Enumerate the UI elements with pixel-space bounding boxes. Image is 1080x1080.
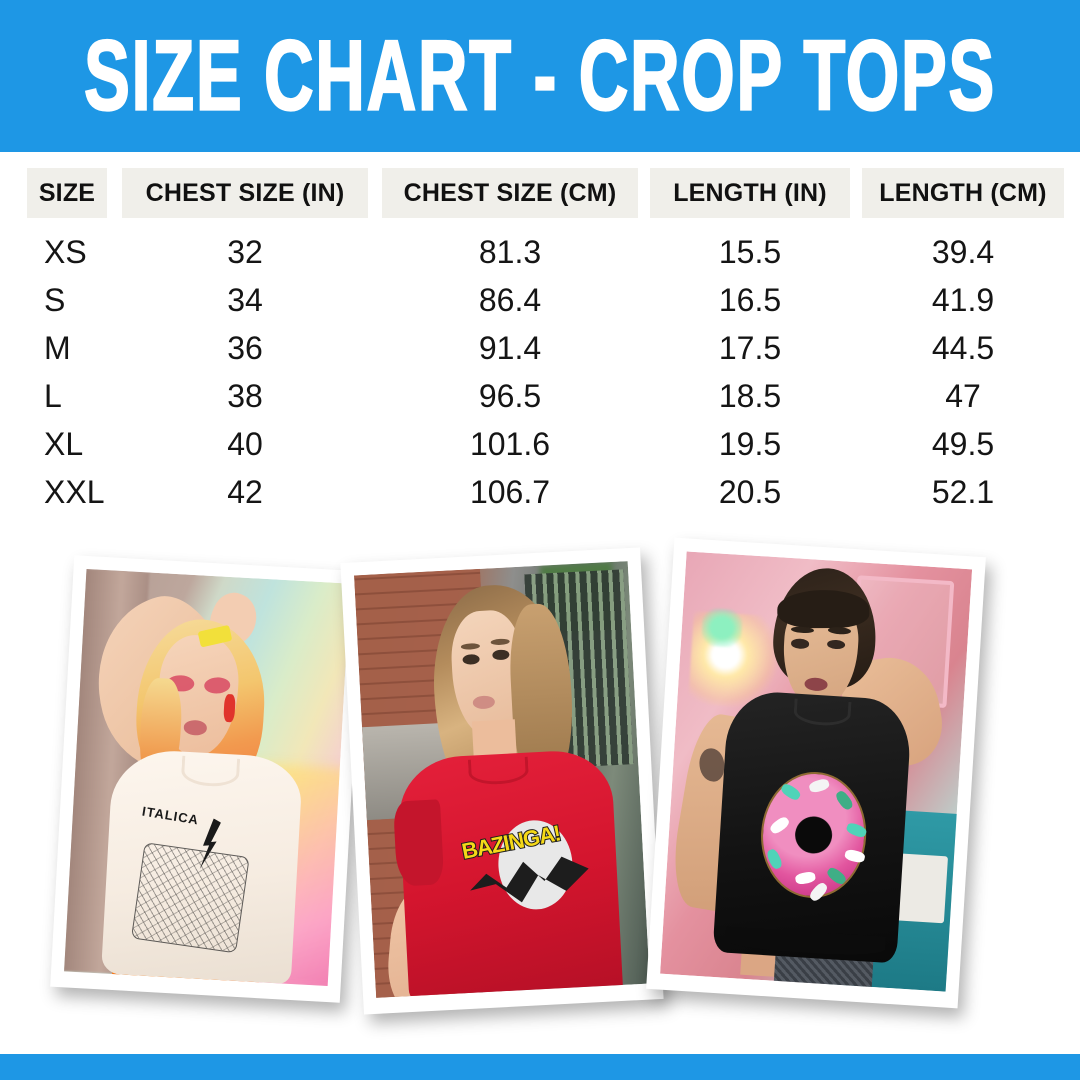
model-bangs bbox=[777, 589, 870, 629]
size-chart-table: SIZE CHEST SIZE (IN) CHEST SIZE (CM) LEN… bbox=[0, 168, 1080, 516]
model-eye-left bbox=[462, 653, 480, 665]
cell-size: M bbox=[44, 329, 71, 366]
cell-chest-in: 36 bbox=[227, 329, 263, 366]
cell-chest-in: 42 bbox=[227, 473, 263, 510]
cell-length-in: 19.5 bbox=[718, 425, 782, 462]
column-header-size: SIZE bbox=[27, 168, 107, 218]
column-header-length-in: LENGTH (IN) bbox=[650, 168, 850, 218]
cell-chest-in: 38 bbox=[227, 377, 263, 414]
cell-chest-cm: 106.7 bbox=[469, 473, 551, 510]
cell-length-cm: 52.1 bbox=[931, 473, 995, 510]
neon-sign-green bbox=[700, 607, 744, 649]
table-row: XXL 42 106.7 20.5 52.1 bbox=[0, 468, 1080, 516]
cell-length-cm: 49.5 bbox=[931, 425, 995, 462]
table-body: XS 32 81.3 15.5 39.4 S 34 86.4 16.5 41.9… bbox=[0, 228, 1080, 516]
cell-length-in: 15.5 bbox=[718, 233, 782, 270]
photo-card-donut bbox=[646, 537, 986, 1009]
cell-length-cm: 47 bbox=[945, 377, 981, 414]
cell-chest-cm: 101.6 bbox=[469, 425, 551, 462]
cell-length-in: 18.5 bbox=[718, 377, 782, 414]
cell-chest-cm: 86.4 bbox=[478, 281, 542, 318]
cell-chest-in: 32 bbox=[227, 233, 263, 270]
cell-size: L bbox=[44, 377, 62, 414]
cell-chest-cm: 91.4 bbox=[478, 329, 542, 366]
cell-length-in: 17.5 bbox=[718, 329, 782, 366]
model-eye-left bbox=[790, 638, 810, 649]
column-header-length-cm: LENGTH (CM) bbox=[862, 168, 1064, 218]
model-lips bbox=[183, 719, 208, 736]
table-header-row: SIZE CHEST SIZE (IN) CHEST SIZE (CM) LEN… bbox=[0, 168, 1080, 218]
table-row: XS 32 81.3 15.5 39.4 bbox=[0, 228, 1080, 276]
cell-length-cm: 41.9 bbox=[931, 281, 995, 318]
photo-italica-crop-top: ITALICA bbox=[64, 568, 351, 987]
photo-collage: ITALICA BAZIN bbox=[0, 537, 1080, 1045]
top-banner: SIZE CHART - CROP TOPS bbox=[0, 0, 1080, 152]
cell-chest-in: 40 bbox=[227, 425, 263, 462]
cell-chest-cm: 96.5 bbox=[478, 377, 542, 414]
cell-length-cm: 39.4 bbox=[931, 233, 995, 270]
cell-size: XS bbox=[44, 233, 87, 270]
garment-sleeve bbox=[393, 799, 445, 887]
cell-size: XL bbox=[44, 425, 84, 462]
photo-donut-crop-top bbox=[660, 551, 973, 992]
cell-size: S bbox=[44, 281, 66, 318]
cell-chest-in: 34 bbox=[227, 281, 263, 318]
photo-bazinga-crop-top: BAZINGA! bbox=[354, 561, 650, 998]
table-row: M 36 91.4 17.5 44.5 bbox=[0, 324, 1080, 372]
cell-size: XXL bbox=[44, 473, 105, 510]
cell-length-in: 20.5 bbox=[718, 473, 782, 510]
photo-card-italica: ITALICA bbox=[50, 555, 364, 1003]
cell-length-cm: 44.5 bbox=[931, 329, 995, 366]
page-title: SIZE CHART - CROP TOPS bbox=[83, 20, 996, 132]
photo-card-bazinga: BAZINGA! bbox=[340, 547, 664, 1015]
garment-line-art bbox=[130, 842, 249, 954]
bottom-banner bbox=[0, 1054, 1080, 1080]
cell-chest-cm: 81.3 bbox=[478, 233, 542, 270]
column-header-chest-cm: CHEST SIZE (CM) bbox=[382, 168, 638, 218]
cell-length-in: 16.5 bbox=[718, 281, 782, 318]
table-row: L 38 96.5 18.5 47 bbox=[0, 372, 1080, 420]
table-row: S 34 86.4 16.5 41.9 bbox=[0, 276, 1080, 324]
table-row: XL 40 101.6 19.5 49.5 bbox=[0, 420, 1080, 468]
column-header-chest-in: CHEST SIZE (IN) bbox=[122, 168, 368, 218]
